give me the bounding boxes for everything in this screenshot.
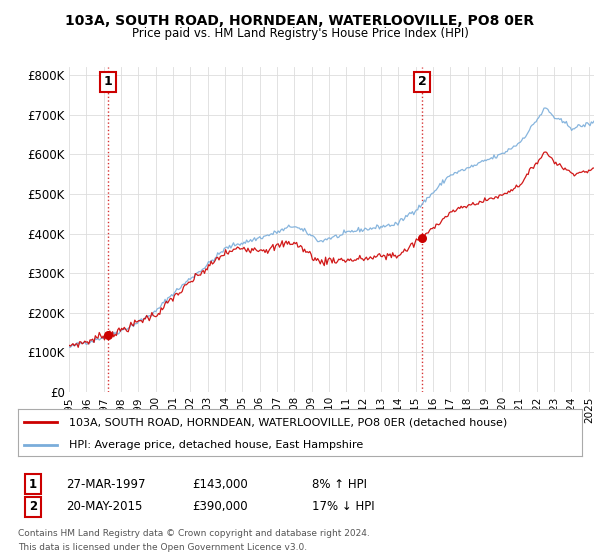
Text: £390,000: £390,000 xyxy=(192,500,248,514)
Text: 8% ↑ HPI: 8% ↑ HPI xyxy=(312,478,367,491)
Text: This data is licensed under the Open Government Licence v3.0.: This data is licensed under the Open Gov… xyxy=(18,543,307,552)
Text: £143,000: £143,000 xyxy=(192,478,248,491)
Text: 103A, SOUTH ROAD, HORNDEAN, WATERLOOVILLE, PO8 0ER: 103A, SOUTH ROAD, HORNDEAN, WATERLOOVILL… xyxy=(65,14,535,28)
Text: 17% ↓ HPI: 17% ↓ HPI xyxy=(312,500,374,514)
Text: 27-MAR-1997: 27-MAR-1997 xyxy=(66,478,146,491)
Text: HPI: Average price, detached house, East Hampshire: HPI: Average price, detached house, East… xyxy=(69,440,363,450)
Text: Contains HM Land Registry data © Crown copyright and database right 2024.: Contains HM Land Registry data © Crown c… xyxy=(18,529,370,538)
Text: Price paid vs. HM Land Registry's House Price Index (HPI): Price paid vs. HM Land Registry's House … xyxy=(131,27,469,40)
Text: 20-MAY-2015: 20-MAY-2015 xyxy=(66,500,142,514)
Text: 103A, SOUTH ROAD, HORNDEAN, WATERLOOVILLE, PO8 0ER (detached house): 103A, SOUTH ROAD, HORNDEAN, WATERLOOVILL… xyxy=(69,417,507,427)
Text: 2: 2 xyxy=(29,500,37,514)
Text: 2: 2 xyxy=(418,75,427,88)
Text: 1: 1 xyxy=(29,478,37,491)
Text: 1: 1 xyxy=(103,75,112,88)
